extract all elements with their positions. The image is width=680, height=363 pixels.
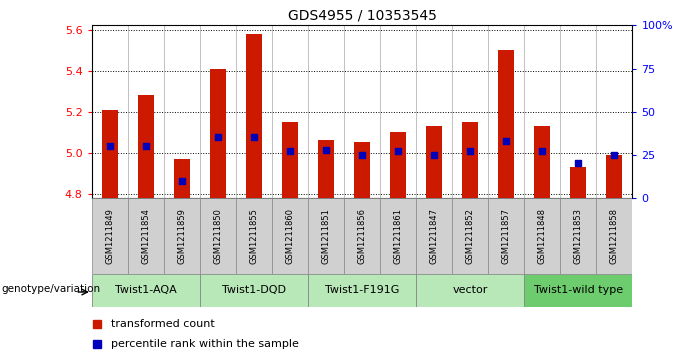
Point (392, 148, 403, 154)
Bar (452, 198, 488, 274)
Point (141, 143, 152, 149)
Bar (596, 198, 632, 274)
Point (609, 152, 619, 158)
Bar (174, 159, 190, 198)
Text: Twist1-wild type: Twist1-wild type (534, 285, 623, 295)
Bar (462, 122, 478, 198)
Bar (272, 198, 308, 274)
Point (176, 178, 187, 184)
Bar (102, 110, 118, 198)
Point (464, 148, 475, 154)
Bar (354, 142, 370, 198)
Bar (416, 274, 524, 307)
Text: transformed count: transformed count (111, 319, 214, 329)
Bar (560, 198, 596, 274)
Text: genotype/variation: genotype/variation (2, 284, 101, 294)
Text: GSM1211860: GSM1211860 (286, 208, 294, 264)
Text: GSM1211850: GSM1211850 (214, 208, 222, 264)
Bar (524, 274, 632, 307)
Point (248, 135, 259, 140)
Bar (128, 198, 164, 274)
Bar (138, 95, 154, 198)
Text: vector: vector (452, 285, 488, 295)
Bar (498, 50, 514, 198)
Bar (534, 126, 550, 198)
Text: percentile rank within the sample: percentile rank within the sample (111, 339, 299, 348)
Bar (246, 34, 262, 198)
Text: GSM1211849: GSM1211849 (105, 208, 114, 264)
Bar (571, 167, 586, 198)
Bar (318, 140, 334, 198)
Text: Twist1-DQD: Twist1-DQD (222, 285, 286, 295)
Point (320, 147, 331, 152)
Text: GSM1211848: GSM1211848 (538, 208, 547, 264)
Bar (607, 155, 622, 198)
Point (537, 148, 547, 154)
Bar (92, 274, 200, 307)
Bar (488, 198, 524, 274)
Bar (282, 122, 298, 198)
Point (105, 143, 116, 149)
Text: GSM1211857: GSM1211857 (502, 208, 511, 264)
Bar (380, 198, 416, 274)
Bar (164, 198, 200, 274)
Point (428, 152, 439, 158)
Point (284, 148, 295, 154)
Bar (200, 198, 236, 274)
Title: GDS4955 / 10353545: GDS4955 / 10353545 (288, 9, 437, 23)
Point (212, 135, 223, 140)
Bar (426, 126, 442, 198)
Bar (200, 274, 308, 307)
Bar (390, 132, 406, 198)
Text: GSM1211854: GSM1211854 (141, 208, 150, 264)
Bar (416, 198, 452, 274)
Text: GSM1211847: GSM1211847 (430, 208, 439, 264)
Point (500, 138, 511, 144)
Text: Twist1-AQA: Twist1-AQA (115, 285, 177, 295)
Bar (344, 198, 380, 274)
Bar (236, 198, 272, 274)
Text: GSM1211851: GSM1211851 (322, 208, 330, 264)
Text: GSM1211852: GSM1211852 (466, 208, 475, 264)
Text: GSM1211855: GSM1211855 (250, 208, 258, 264)
Text: GSM1211856: GSM1211856 (358, 208, 367, 264)
Bar (92, 198, 128, 274)
Text: GSM1211853: GSM1211853 (574, 208, 583, 264)
Point (356, 152, 367, 158)
Text: GSM1211858: GSM1211858 (610, 208, 619, 264)
Bar (210, 69, 226, 198)
Text: GSM1211861: GSM1211861 (394, 208, 403, 264)
Point (573, 160, 583, 166)
Text: Twist1-F191G: Twist1-F191G (325, 285, 399, 295)
Text: GSM1211859: GSM1211859 (177, 208, 186, 264)
Bar (308, 274, 416, 307)
Bar (308, 198, 344, 274)
Bar (524, 198, 560, 274)
